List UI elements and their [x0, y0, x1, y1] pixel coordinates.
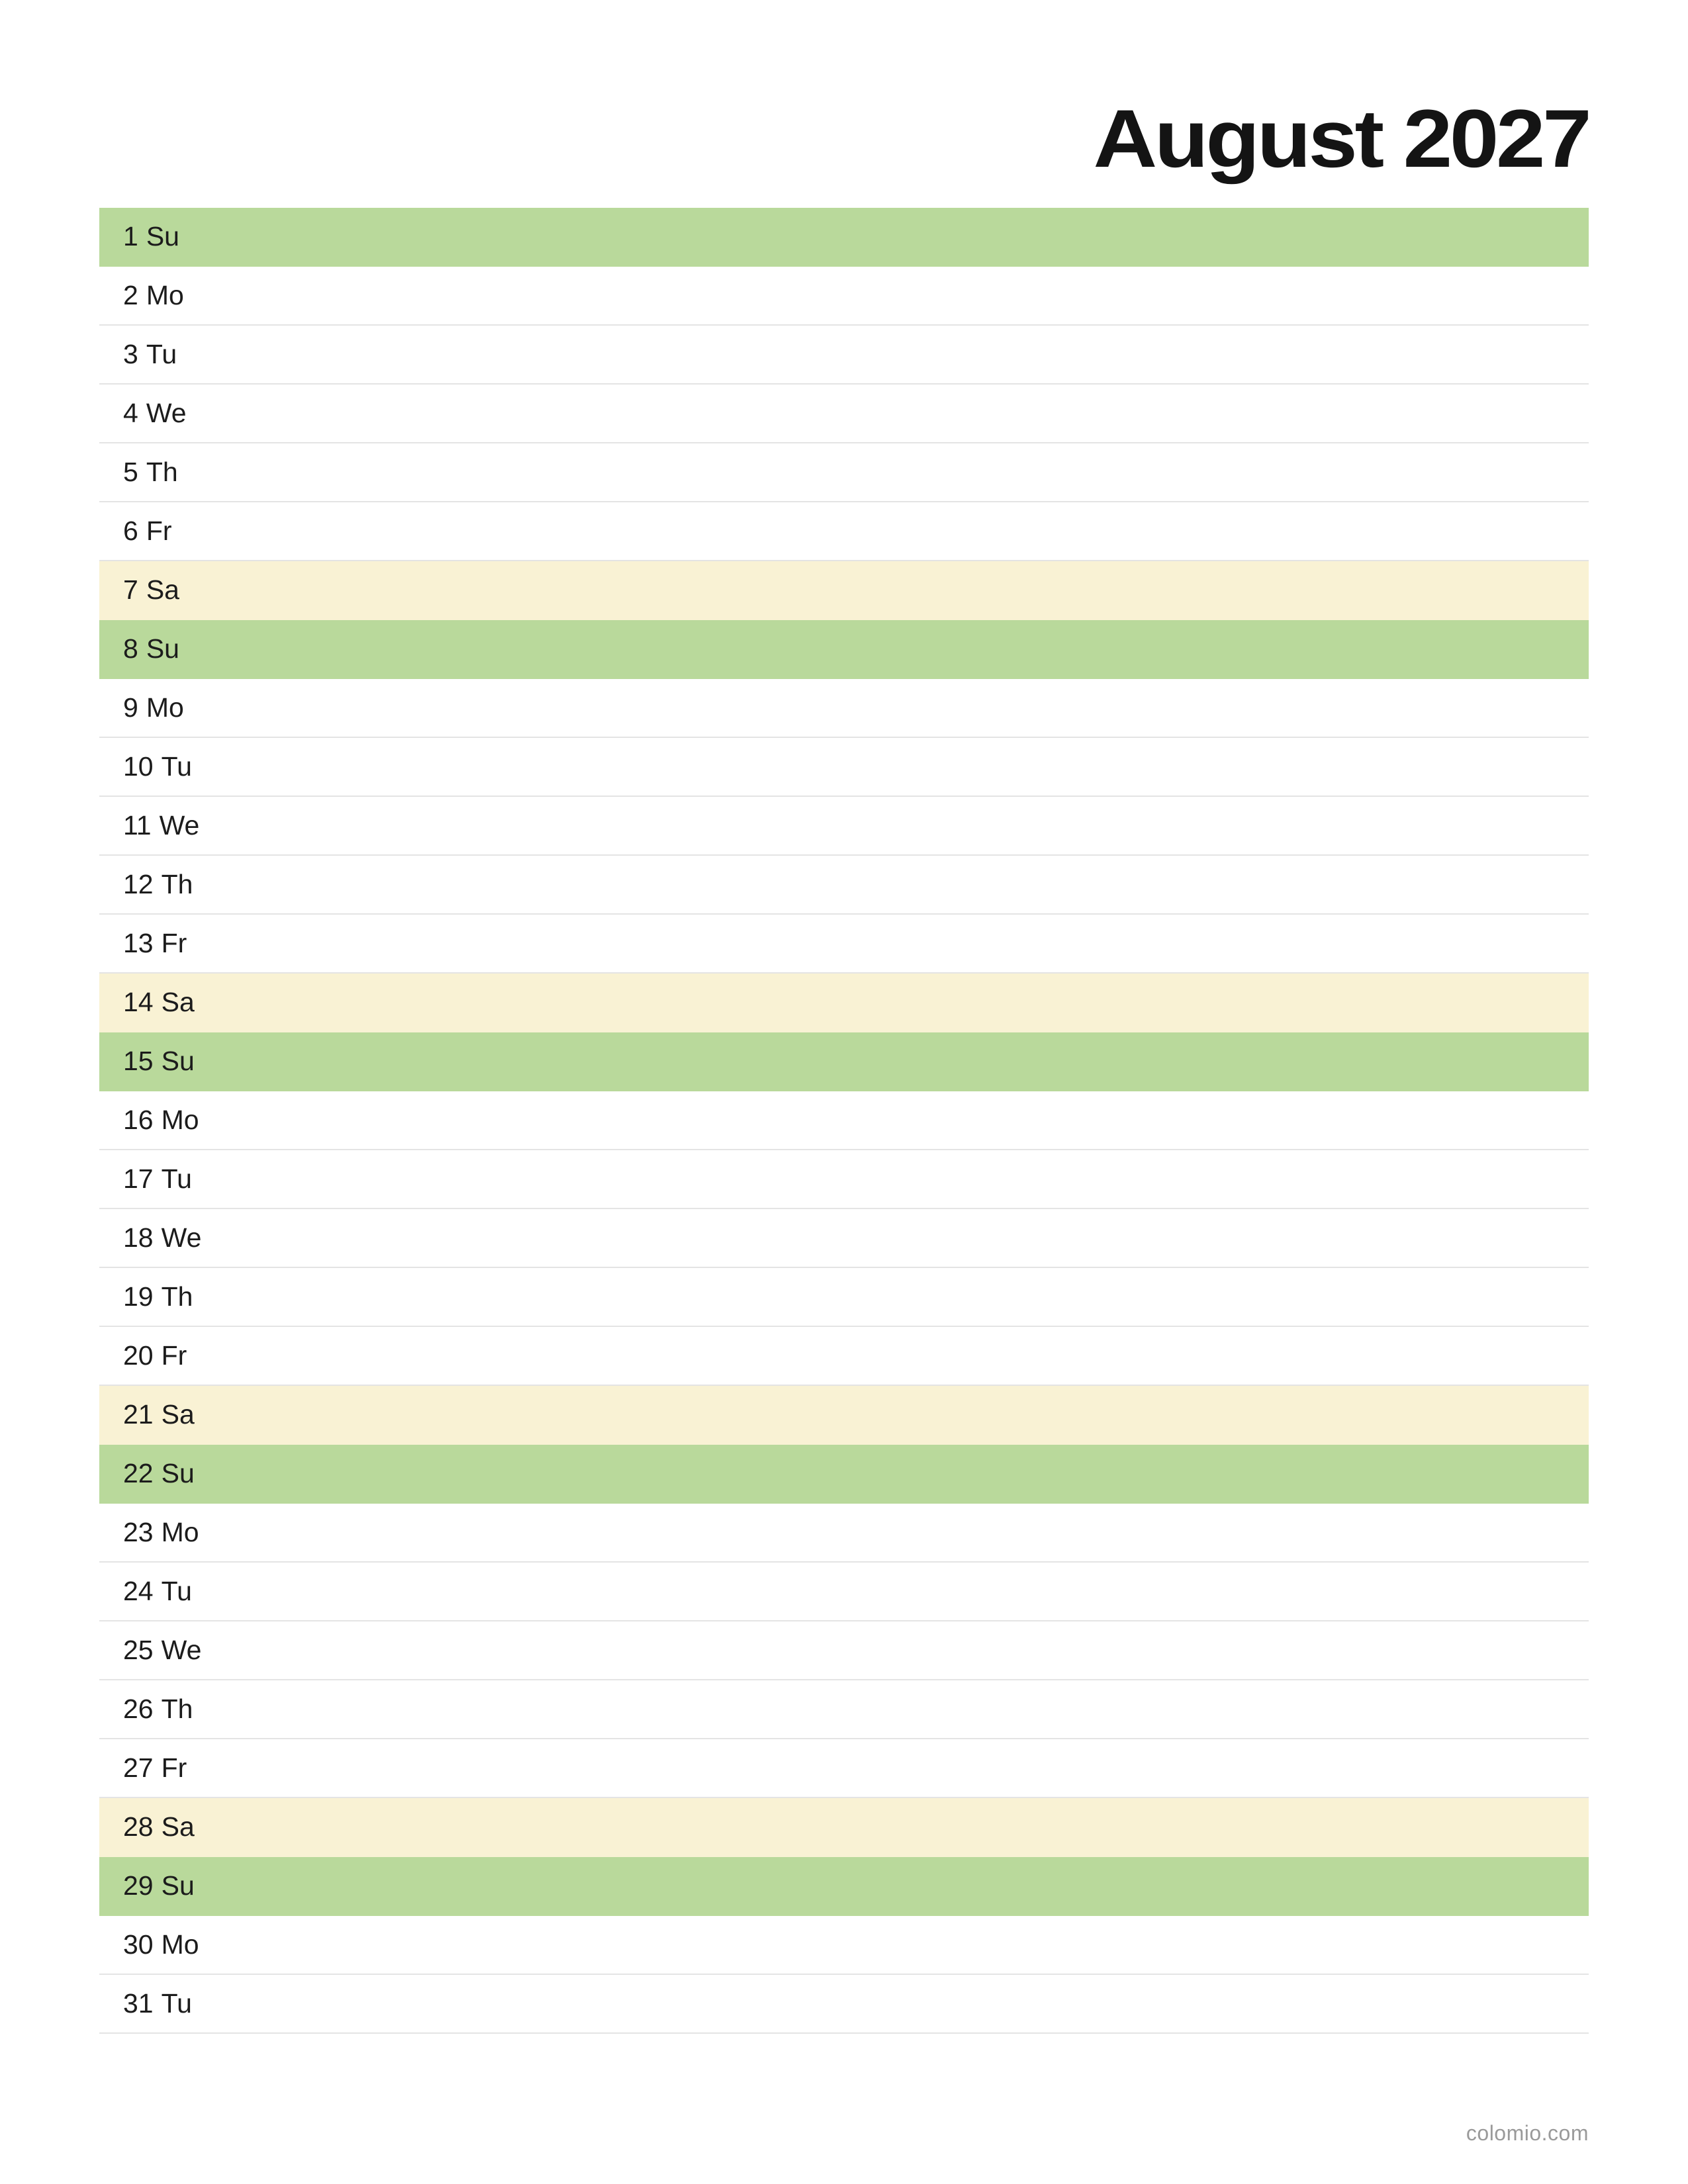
day-number: 14 [123, 987, 154, 1017]
day-of-week: Tu [161, 1576, 192, 1606]
day-number: 24 [123, 1576, 154, 1606]
day-of-week: Mo [161, 1105, 199, 1135]
day-row: 28 Sa [99, 1798, 1589, 1857]
day-row: 11 We [99, 797, 1589, 856]
day-row: 31 Tu [99, 1975, 1589, 2034]
day-number: 4 [123, 398, 138, 428]
day-of-week: Tu [161, 751, 192, 782]
day-number: 25 [123, 1635, 154, 1665]
day-list: 1 Su 2 Mo 3 Tu 4 We 5 Th 6 Fr 7 Sa 8 Su 9 Mo 10 Tu 11 We 12 Th 1… [99, 208, 1589, 2034]
day-row: 12 Th [99, 856, 1589, 915]
day-number: 16 [123, 1105, 154, 1135]
day-of-week: Th [146, 457, 178, 487]
day-number: 17 [123, 1163, 154, 1194]
day-of-week: Fr [161, 1340, 187, 1371]
day-row: 21 Sa [99, 1386, 1589, 1445]
day-row: 6 Fr [99, 502, 1589, 561]
day-row: 2 Mo [99, 267, 1589, 326]
day-of-week: Sa [161, 1811, 195, 1842]
day-row: 15 Su [99, 1032, 1589, 1091]
day-number: 28 [123, 1811, 154, 1842]
day-number: 30 [123, 1929, 154, 1960]
day-number: 26 [123, 1694, 154, 1724]
day-number: 21 [123, 1399, 154, 1430]
day-of-week: Th [161, 1281, 193, 1312]
day-number: 6 [123, 516, 138, 546]
day-of-week: Su [146, 221, 179, 251]
day-row: 13 Fr [99, 915, 1589, 974]
day-of-week: We [159, 810, 200, 841]
day-number: 19 [123, 1281, 154, 1312]
day-of-week: Fr [146, 516, 172, 546]
day-row: 25 We [99, 1621, 1589, 1680]
day-of-week: Fr [161, 1752, 187, 1783]
footer-credit: colomio.com [1466, 2121, 1589, 2145]
day-row: 20 Fr [99, 1327, 1589, 1386]
day-row: 9 Mo [99, 679, 1589, 738]
day-number: 22 [123, 1458, 154, 1488]
day-of-week: Sa [161, 1399, 195, 1430]
page-title: August 2027 [1093, 93, 1591, 185]
day-row: 17 Tu [99, 1150, 1589, 1209]
day-of-week: Mo [161, 1517, 199, 1547]
day-number: 9 [123, 692, 138, 723]
day-row: 8 Su [99, 620, 1589, 679]
day-row: 27 Fr [99, 1739, 1589, 1798]
day-row: 16 Mo [99, 1091, 1589, 1150]
day-of-week: Tu [161, 1163, 192, 1194]
day-number: 27 [123, 1752, 154, 1783]
day-row: 22 Su [99, 1445, 1589, 1504]
day-of-week: Mo [146, 280, 184, 310]
day-row: 3 Tu [99, 326, 1589, 385]
day-row: 19 Th [99, 1268, 1589, 1327]
day-of-week: Tu [161, 1988, 192, 2019]
day-of-week: Sa [146, 574, 179, 605]
day-of-week: We [161, 1635, 202, 1665]
day-of-week: Mo [146, 692, 184, 723]
day-of-week: Fr [161, 928, 187, 958]
day-of-week: Tu [146, 339, 177, 369]
day-number: 10 [123, 751, 154, 782]
day-of-week: Th [161, 869, 193, 899]
day-number: 7 [123, 574, 138, 605]
day-of-week: We [161, 1222, 202, 1253]
day-number: 20 [123, 1340, 154, 1371]
day-row: 30 Mo [99, 1916, 1589, 1975]
day-of-week: Mo [161, 1929, 199, 1960]
day-number: 29 [123, 1870, 154, 1901]
day-row: 4 We [99, 385, 1589, 443]
day-of-week: Sa [161, 987, 195, 1017]
day-row: 7 Sa [99, 561, 1589, 620]
day-row: 18 We [99, 1209, 1589, 1268]
day-row: 1 Su [99, 208, 1589, 267]
day-row: 5 Th [99, 443, 1589, 502]
day-number: 2 [123, 280, 138, 310]
day-number: 1 [123, 221, 138, 251]
day-row: 26 Th [99, 1680, 1589, 1739]
day-of-week: Th [161, 1694, 193, 1724]
day-number: 15 [123, 1046, 154, 1076]
day-number: 12 [123, 869, 154, 899]
day-number: 23 [123, 1517, 154, 1547]
day-row: 29 Su [99, 1857, 1589, 1916]
day-of-week: Su [161, 1046, 195, 1076]
day-number: 5 [123, 457, 138, 487]
day-row: 14 Sa [99, 974, 1589, 1032]
day-number: 13 [123, 928, 154, 958]
day-of-week: Su [146, 633, 179, 664]
day-number: 3 [123, 339, 138, 369]
day-of-week: Su [161, 1870, 195, 1901]
day-of-week: Su [161, 1458, 195, 1488]
day-row: 10 Tu [99, 738, 1589, 797]
day-number: 31 [123, 1988, 154, 2019]
day-of-week: We [146, 398, 187, 428]
day-row: 23 Mo [99, 1504, 1589, 1563]
day-row: 24 Tu [99, 1563, 1589, 1621]
day-number: 8 [123, 633, 138, 664]
day-number: 18 [123, 1222, 154, 1253]
day-number: 11 [123, 810, 152, 841]
